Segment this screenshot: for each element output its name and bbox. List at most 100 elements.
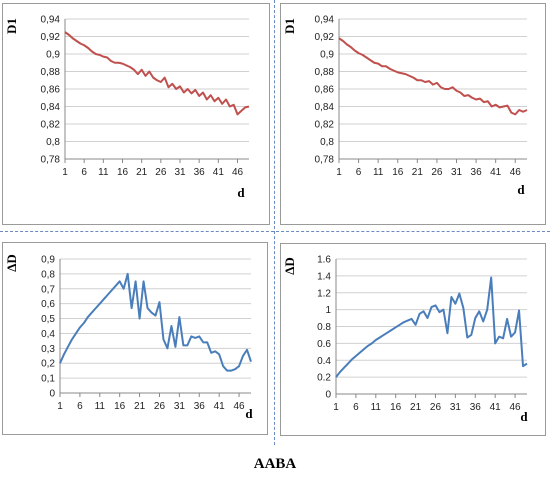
figure-caption: AABA	[253, 456, 297, 472]
y-tick-label: 0,6	[41, 299, 55, 310]
y-tick-label: 0,5	[41, 314, 55, 325]
x-tick-label: 11	[373, 167, 384, 178]
x-tick-label: 16	[117, 167, 129, 178]
y-tick-label: 1.2	[317, 288, 331, 299]
x-tick-label: 16	[114, 401, 126, 412]
x-tick-label: 1	[57, 401, 63, 412]
y-tick-label: 0,1	[41, 374, 55, 385]
series-line	[335, 276, 528, 378]
y-tick-label: 0,88	[41, 67, 61, 78]
x-tick-label: 1	[62, 167, 68, 178]
chart-panel-top-left: 0,78 0,8 0,82 0,84 0,86 0,88 0,9 0,92 0,94 1 6 11 16…	[2, 3, 270, 225]
x-tick-label: 26	[431, 167, 443, 178]
chart-panel-bottom-right: 0 0.2 0.4 0.6 0.8 1 1.2 1.4 1.6 1 6 11 16 21 26 31 36 41 4…	[280, 243, 546, 436]
y-axis-label: ΔD	[282, 257, 297, 275]
y-tick-label: 0,92	[41, 32, 61, 43]
x-tick-label: 36	[194, 167, 206, 178]
y-tick-label: 0,9	[41, 255, 55, 266]
y-tick-label: 0,82	[315, 120, 335, 131]
y-tick-label: 0,86	[315, 85, 335, 96]
y-tick-label: 0,86	[41, 85, 61, 96]
x-tick-label: 1	[336, 167, 342, 178]
x-tick-label: 31	[174, 167, 186, 178]
series-line	[64, 31, 250, 116]
y-tick-label: 0,88	[315, 67, 335, 78]
x-tick-label: 1	[333, 402, 339, 413]
y-tick-label: 0,78	[315, 155, 335, 166]
series-line	[59, 272, 252, 372]
y-tick-label: 0,92	[315, 32, 335, 43]
y-tick-label: 0,2	[41, 359, 55, 370]
y-tick-label: 0	[49, 389, 55, 400]
y-tick-label: 0.4	[317, 356, 331, 367]
y-axis-label: D1	[282, 18, 297, 34]
x-tick-label: 11	[371, 402, 382, 413]
y-tick-label: 0,94	[41, 15, 61, 26]
x-tick-label: 11	[95, 401, 106, 412]
series-line	[338, 37, 528, 116]
x-tick-label: 26	[155, 167, 167, 178]
y-tick-label: 0,78	[41, 155, 61, 166]
x-tick-label: 31	[450, 402, 462, 413]
y-tick-label: 1.4	[317, 271, 331, 282]
x-tick-label: 16	[392, 167, 404, 178]
chart-top-right: 0,780,80,820,840,860,880,90,920,941 6 11 16…	[282, 15, 528, 197]
x-tick-label: 26	[430, 402, 442, 413]
x-tick-label: 36	[470, 402, 482, 413]
x-tick-label: 26	[154, 401, 166, 412]
x-tick-label: 31	[451, 167, 463, 178]
x-tick-label: 11	[98, 167, 109, 178]
x-tick-label: 21	[136, 167, 148, 178]
y-tick-label: 0,9	[320, 50, 334, 61]
y-tick-label: 0,84	[315, 102, 335, 113]
x-tick-label: 41	[213, 167, 225, 178]
y-tick-label: 0,94	[315, 15, 335, 26]
x-tick-label: 41	[490, 167, 502, 178]
y-tick-label: 0.8	[317, 322, 331, 333]
y-tick-label: 0,3	[41, 344, 55, 355]
y-tick-label: 0.6	[317, 339, 331, 350]
x-tick-label: 21	[134, 401, 146, 412]
x-tick-label: 46	[510, 402, 522, 413]
chart-bottom-right: 00.20.40.60.811.21.41.61 6 11 16 21 26 31 36 41 4…	[282, 255, 528, 425]
x-tick-label: 6	[353, 402, 359, 413]
x-tick-label: 36	[471, 167, 483, 178]
y-tick-label: 0,7	[41, 284, 55, 295]
chart-panel-bottom-left: 0 0,1 0,2 0,3 0,4 0,5 0,6 0,7 0,8 0,9 1 6 11 16 21 26 31…	[2, 242, 268, 435]
y-tick-label: 0	[325, 390, 331, 401]
x-tick-label: 16	[390, 402, 402, 413]
x-tick-label: 6	[356, 167, 362, 178]
y-tick-label: 0,84	[41, 102, 61, 113]
x-tick-label: 46	[232, 167, 244, 178]
x-axis-label: d	[245, 406, 253, 421]
y-axis-label: D1	[4, 18, 19, 34]
y-tick-label: 0,82	[41, 120, 61, 131]
y-tick-label: 0.2	[317, 373, 331, 384]
x-axis-label: d	[237, 185, 245, 200]
horizontal-divider	[0, 231, 550, 232]
x-tick-label: 6	[77, 401, 83, 412]
x-tick-label: 46	[510, 167, 522, 178]
y-axis-label: ΔD	[4, 254, 19, 272]
y-tick-label: 0,8	[41, 269, 55, 280]
x-tick-label: 6	[81, 167, 87, 178]
x-tick-label: 21	[410, 402, 422, 413]
x-axis-label: d	[517, 182, 525, 197]
vertical-divider	[274, 0, 275, 445]
x-tick-label: 21	[412, 167, 424, 178]
y-tick-label: 1.6	[317, 255, 331, 266]
y-tick-label: 1	[325, 305, 331, 316]
x-tick-label: 46	[234, 401, 246, 412]
x-tick-label: 41	[490, 402, 502, 413]
x-axis-label: d	[520, 409, 528, 424]
chart-top-left: 0,780,80,820,840,860,880,90,920,941 6 11 16…	[4, 15, 250, 200]
y-tick-label: 0,8	[46, 137, 60, 148]
y-tick-label: 0,4	[41, 329, 55, 340]
x-tick-label: 36	[194, 401, 206, 412]
chart-panel-top-right: 0,78 0,8 0,82 0,84 0,86 0,88 0,9 0,92 0,94 1 6 11 16…	[280, 3, 546, 225]
chart-bottom-left: 00,10,20,30,40,50,60,70,80,91 6 11 16 21 26 31…	[4, 254, 253, 421]
y-tick-label: 0,9	[46, 50, 60, 61]
x-tick-label: 31	[174, 401, 186, 412]
y-tick-label: 0,8	[320, 137, 334, 148]
x-tick-label: 41	[214, 401, 226, 412]
